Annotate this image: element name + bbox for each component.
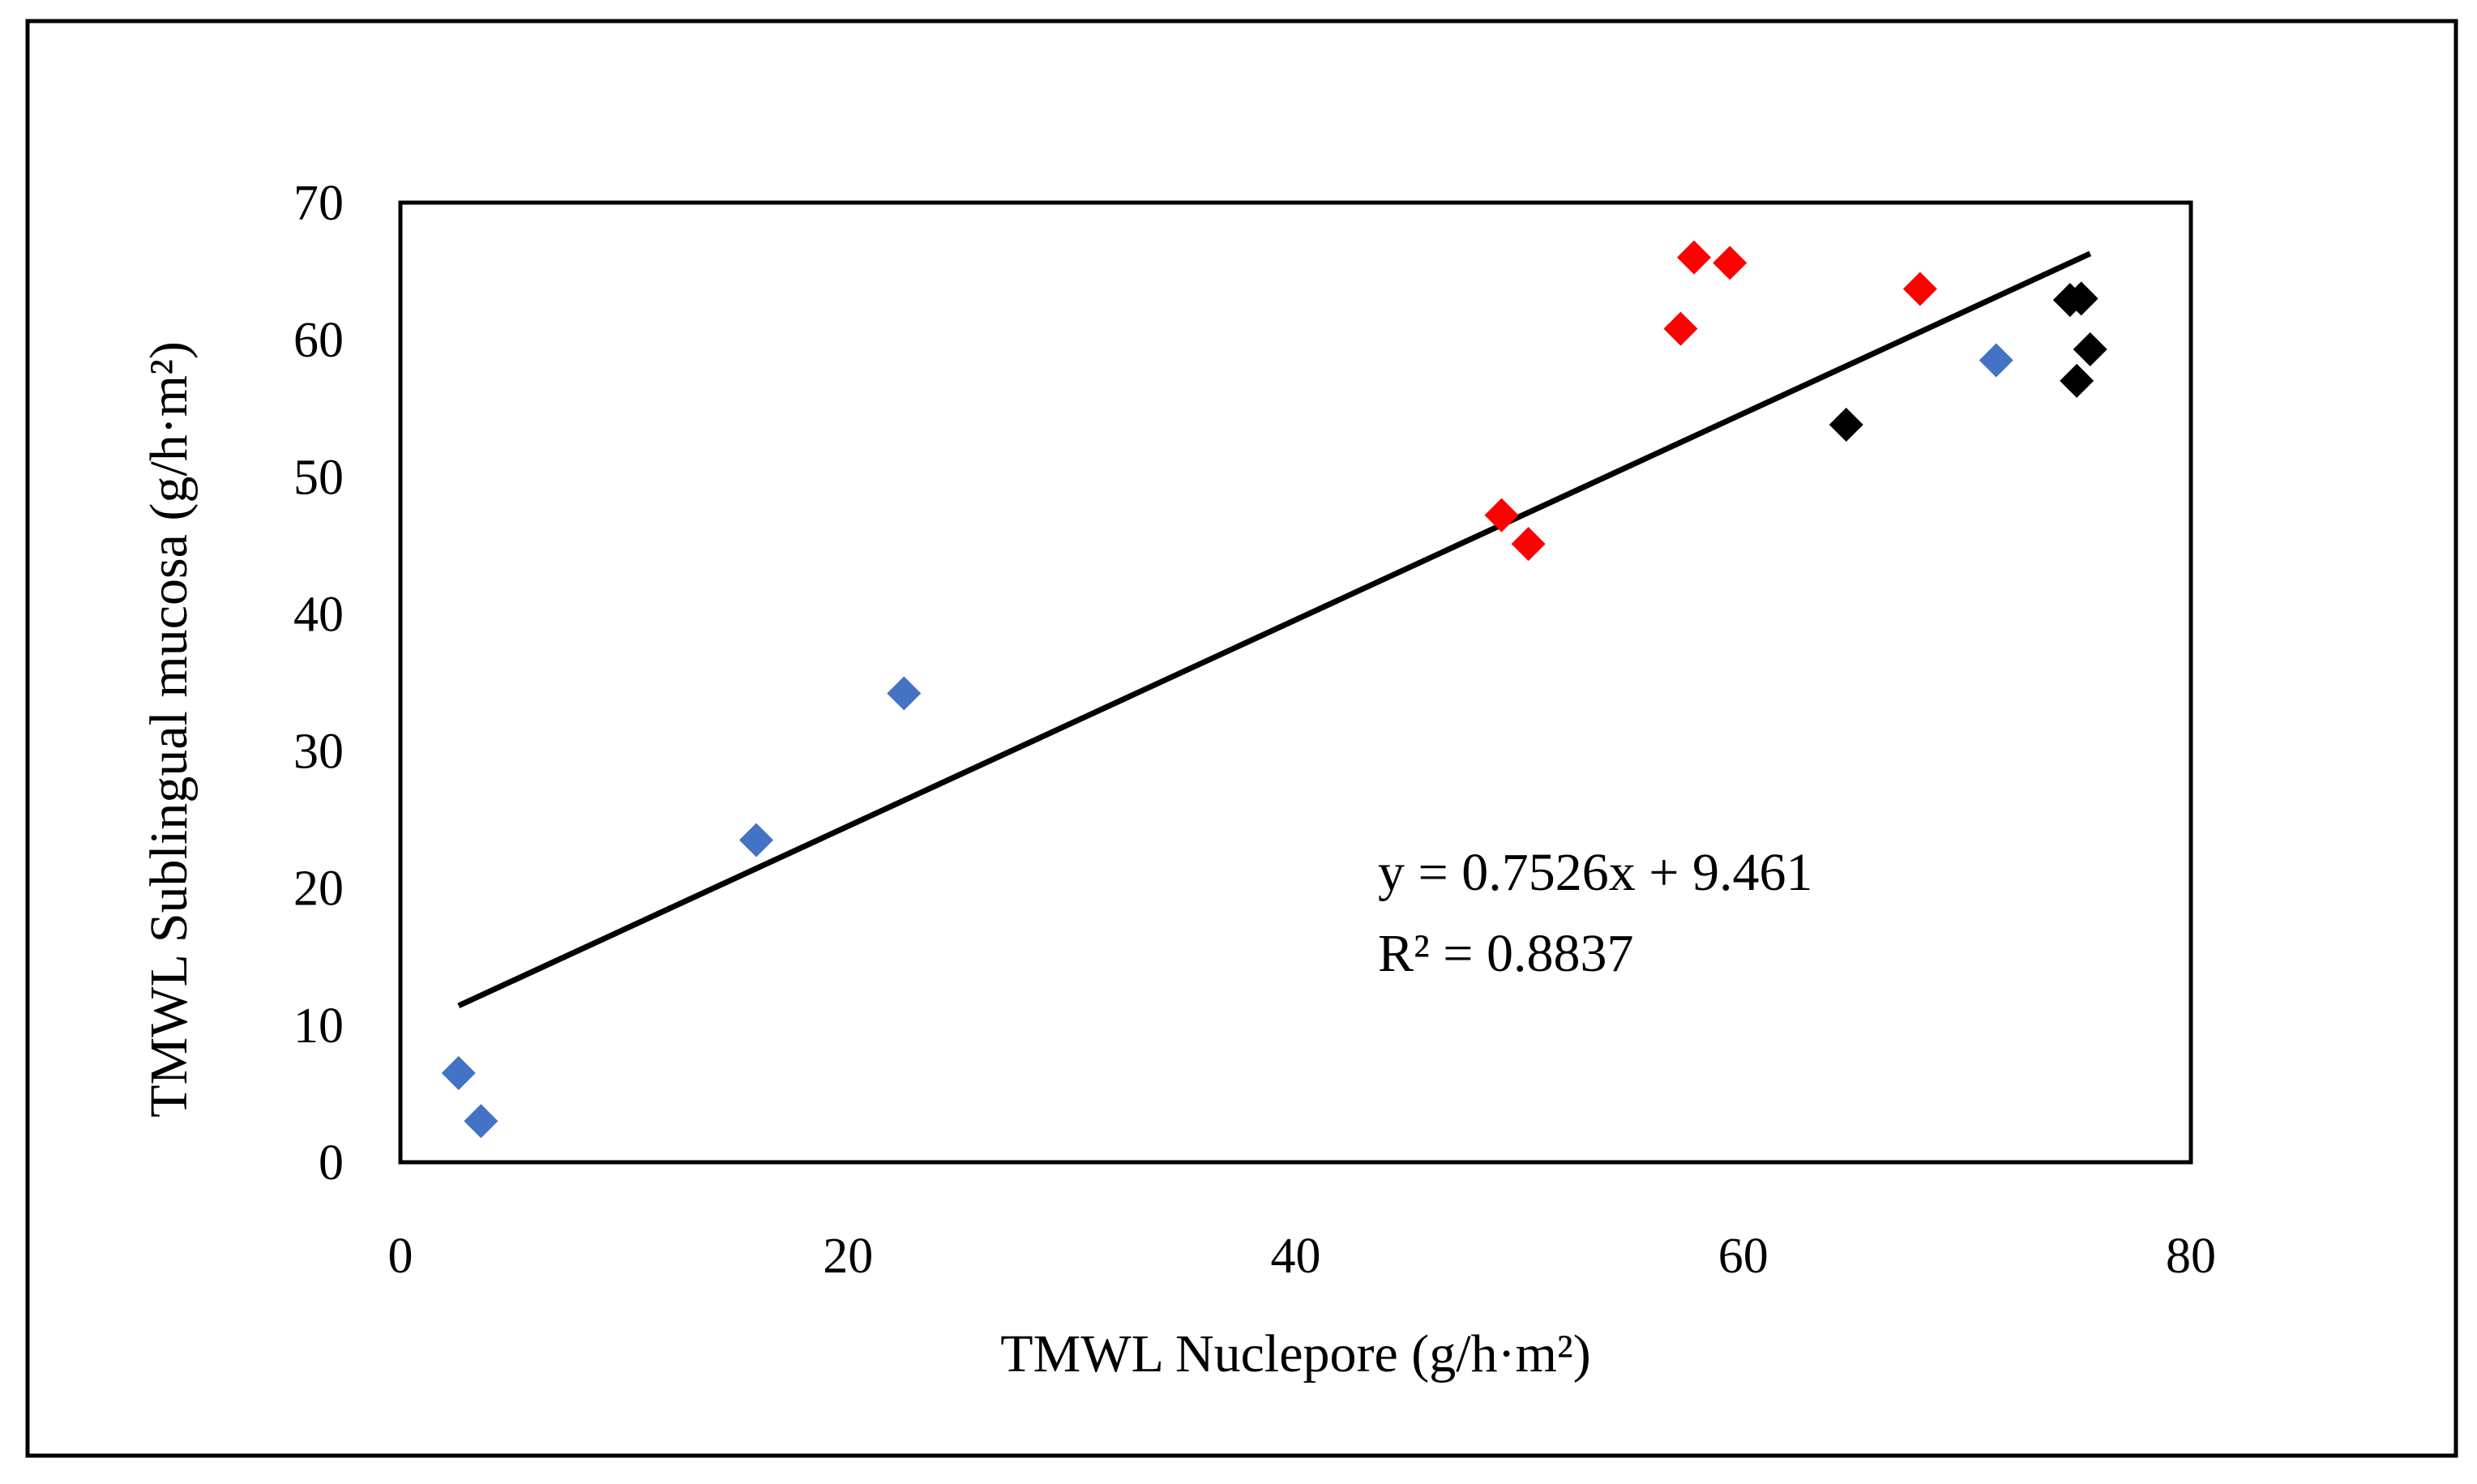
data-point-blue	[464, 1104, 498, 1139]
y-tick-label: 20	[293, 862, 344, 917]
y-axis-ticks: 0 10 20 30 40 50 60 70	[293, 176, 344, 1191]
y-tick-label: 10	[293, 999, 344, 1054]
data-point-black	[1829, 408, 1863, 443]
data-point-blue	[739, 823, 774, 857]
data-point-blue	[441, 1056, 476, 1091]
x-tick-label: 40	[1271, 1229, 1321, 1284]
data-point-black	[2064, 281, 2098, 316]
x-tick-label: 60	[1718, 1229, 1769, 1284]
data-point-red	[1677, 240, 1712, 275]
data-point-red	[1511, 527, 1546, 562]
x-tick-label: 80	[2166, 1229, 2216, 1284]
y-tick-label: 40	[293, 587, 344, 642]
trendline	[457, 250, 2092, 1009]
y-tick-label: 30	[293, 725, 344, 780]
figure-border	[25, 19, 2458, 1458]
y-tick-label: 0	[319, 1135, 344, 1191]
data-point-blue	[887, 676, 922, 711]
y-tick-label: 50	[293, 450, 344, 505]
data-point-red	[1484, 498, 1519, 532]
plot-area-border	[398, 200, 2193, 1165]
x-tick-label: 0	[388, 1229, 413, 1284]
data-point-black	[2060, 363, 2094, 398]
trendline-equation: y = 0.7526x + 9.461	[1378, 843, 1812, 902]
data-point-red	[1663, 311, 1698, 346]
data-points	[441, 240, 2107, 1139]
data-point-black	[2073, 331, 2107, 366]
data-point-red	[1902, 272, 1937, 306]
x-axis-ticks: 0 20 40 60 80	[388, 1229, 2217, 1284]
data-point-red	[1713, 246, 1748, 280]
r-squared-label: R² = 0.8837	[1378, 924, 1634, 983]
y-axis-title: TMWL Sublingual mucosa (g/h·m²)	[139, 341, 199, 1118]
data-point-blue	[1979, 343, 2013, 378]
x-tick-label: 20	[823, 1229, 873, 1284]
y-tick-label: 70	[293, 176, 344, 231]
y-tick-label: 60	[293, 313, 344, 368]
x-axis-title: TMWL Nuclepore (g/h·m²)	[1000, 1324, 1590, 1383]
